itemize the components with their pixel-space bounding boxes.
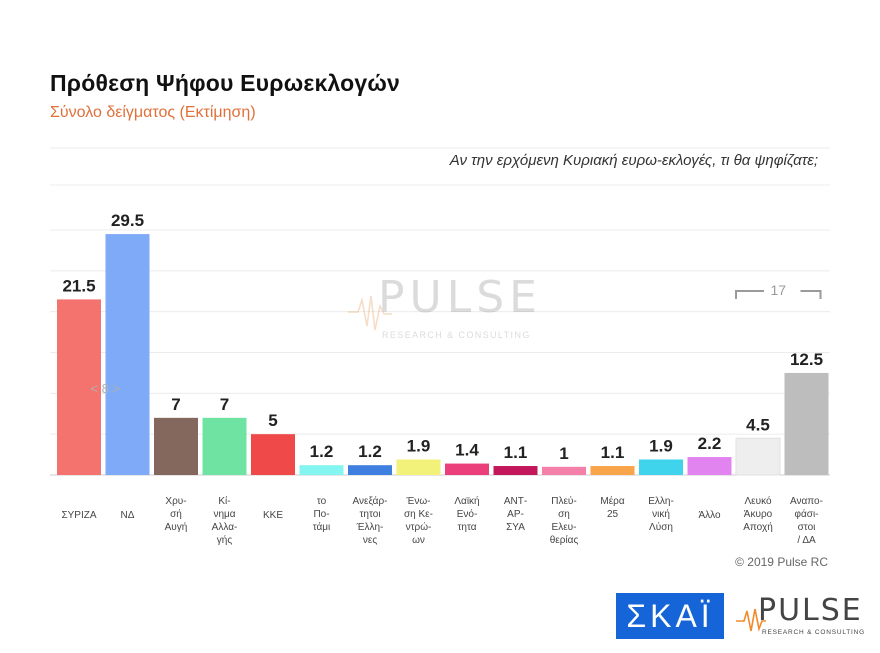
value-label-5: 5 bbox=[268, 411, 277, 430]
tick-label-7: Ανεξάρ-τητοι Έλλη-νες bbox=[353, 495, 388, 546]
value-label-15: 4.5 bbox=[746, 415, 770, 434]
pulse-logo-word: PULSE bbox=[758, 593, 863, 628]
tick-label-16: Αναπο-φάσι-στοι / ΔΑ bbox=[790, 496, 823, 546]
value-label-11: 1 bbox=[559, 444, 568, 463]
value-label-2: 29.5 bbox=[111, 211, 144, 230]
value-label-3: 7 bbox=[171, 395, 180, 414]
pulse-watermark-sub: RESEARCH & CONSULTING bbox=[382, 330, 531, 340]
tick-label-3: Χρυ-σή Αυγή bbox=[165, 496, 188, 533]
value-label-7: 1.2 bbox=[358, 442, 382, 461]
copyright-text: © 2019 Pulse RC bbox=[735, 555, 828, 569]
value-label-14: 2.2 bbox=[698, 434, 722, 453]
tick-label-13: Ελλη-νική Λύση bbox=[648, 496, 674, 533]
tick-label-11: Πλεύ-ση Ελευ-θερίας bbox=[550, 495, 579, 546]
value-label-8: 1.9 bbox=[407, 436, 431, 455]
bar-5 bbox=[251, 434, 295, 475]
gap-bracket-right bbox=[800, 290, 822, 299]
bar-13 bbox=[639, 459, 683, 475]
tick-label-14: Άλλο bbox=[698, 510, 721, 521]
bar-6 bbox=[299, 465, 344, 475]
value-label-9: 1.4 bbox=[455, 441, 479, 460]
bar-15 bbox=[735, 437, 781, 476]
bar-8 bbox=[396, 459, 441, 475]
gap-annotation-8: < 8 > bbox=[90, 381, 120, 396]
skai-logo: ΣΚΑΪ bbox=[616, 593, 724, 639]
tick-label-8: Ένω-ση Κε-ντρώ-ων bbox=[404, 496, 433, 546]
pulse-logo: PULSE RESEARCH & CONSULTING bbox=[736, 593, 868, 641]
chart-title: Πρόθεση Ψήφου Ευρωεκλογών bbox=[50, 70, 401, 96]
tick-label-5: ΚΚΕ bbox=[263, 510, 283, 521]
annotations: < 8 > 17 bbox=[90, 282, 822, 396]
pulse-wave-icon bbox=[736, 608, 766, 632]
chart-subtitle: Σύνολο δείγματος (Εκτίμηση) bbox=[50, 104, 256, 121]
bar-11 bbox=[542, 466, 586, 475]
gap-annotation-17: 17 bbox=[770, 282, 786, 298]
survey-question: Αν την ερχόμενη Κυριακή ευρω-εκλογές, τι… bbox=[449, 152, 818, 169]
bar-14 bbox=[687, 457, 732, 475]
bar-16 bbox=[784, 372, 829, 475]
bar-4 bbox=[202, 417, 247, 475]
pulse-watermark-wave-icon bbox=[348, 295, 392, 331]
value-label-13: 1.9 bbox=[649, 436, 673, 455]
pulse-logo-sub: RESEARCH & CONSULTING bbox=[762, 629, 865, 636]
bar-12 bbox=[590, 466, 635, 475]
value-label-12: 1.1 bbox=[601, 443, 625, 462]
pulse-watermark: PULSE RESEARCH & CONSULTING bbox=[348, 272, 542, 340]
bar-9 bbox=[445, 463, 489, 475]
value-labels: 21.5 29.5 7 7 5 1.2 1.2 1.9 1.4 1.1 1 1.1 1.9 2.2 4.5 1… bbox=[62, 211, 823, 463]
value-label-10: 1.1 bbox=[504, 443, 528, 462]
bar-2 bbox=[105, 234, 150, 475]
bars bbox=[57, 234, 829, 476]
tick-label-15: Λευκό Άκυρο Αποχή bbox=[743, 495, 773, 533]
tick-labels: ΣΥΡΙΖΑ ΝΔ Χρυ-σή Αυγή Κί-νημα Αλλα-γής ΚΚΕ το Πο… bbox=[61, 495, 823, 546]
bar-7 bbox=[348, 465, 392, 475]
value-label-6: 1.2 bbox=[310, 442, 334, 461]
tick-label-9: Λαϊκή Ενό-τητα bbox=[454, 495, 479, 533]
tick-label-10: ΑΝΤ-ΑΡ-ΣΥΑ bbox=[504, 496, 527, 533]
gridlines bbox=[50, 147, 830, 476]
tick-label-6: το Πο-τάμι bbox=[313, 496, 331, 533]
tick-label-2: ΝΔ bbox=[121, 510, 135, 521]
gap-bracket-left bbox=[735, 290, 764, 299]
value-label-1: 21.5 bbox=[62, 276, 95, 295]
tick-label-1: ΣΥΡΙΖΑ bbox=[61, 510, 96, 521]
bar-3 bbox=[154, 417, 198, 475]
tick-label-4: Κί-νημα Αλλα-γής bbox=[212, 495, 238, 546]
value-label-16: 12.5 bbox=[790, 350, 823, 369]
bar-10 bbox=[493, 466, 538, 475]
bar-1 bbox=[57, 299, 101, 475]
pulse-watermark-word: PULSE bbox=[378, 272, 542, 323]
tick-label-12: Μέρα 25 bbox=[600, 495, 624, 520]
value-label-4: 7 bbox=[220, 395, 229, 414]
